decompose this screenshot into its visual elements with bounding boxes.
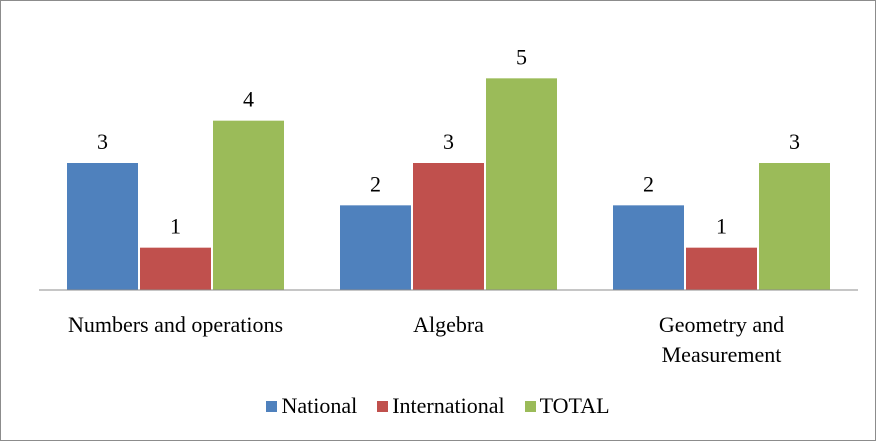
legend-item: International <box>377 393 505 419</box>
data-label: 2 <box>370 171 381 196</box>
legend-label: TOTAL <box>539 393 610 418</box>
data-label: 4 <box>243 87 254 112</box>
bar <box>413 163 484 290</box>
legend-swatch <box>266 400 278 412</box>
x-tick-label: Numbers and operations <box>67 312 284 337</box>
bar <box>67 163 138 290</box>
bar <box>686 247 757 290</box>
legend-swatch <box>524 400 536 412</box>
bar <box>759 163 830 290</box>
x-tick-label: Geometry and Measurement <box>658 312 785 367</box>
data-label: 3 <box>97 129 108 154</box>
legend: National International TOTAL <box>1 393 875 419</box>
bar <box>140 247 211 290</box>
data-label: 3 <box>443 129 454 154</box>
legend-swatch <box>377 400 389 412</box>
data-label: 1 <box>170 214 181 239</box>
legend-item: TOTAL <box>524 393 610 419</box>
bar <box>486 78 557 290</box>
data-label: 5 <box>516 44 527 69</box>
legend-item: National <box>266 393 357 419</box>
bar <box>213 120 284 291</box>
legend-label: National <box>281 393 358 418</box>
data-label: 2 <box>643 171 654 196</box>
bar <box>613 205 684 290</box>
data-label: 1 <box>716 214 727 239</box>
bar <box>340 205 411 290</box>
x-tick-label: Algebra <box>413 312 484 337</box>
data-label: 3 <box>789 129 800 154</box>
legend-label: International <box>392 393 505 418</box>
